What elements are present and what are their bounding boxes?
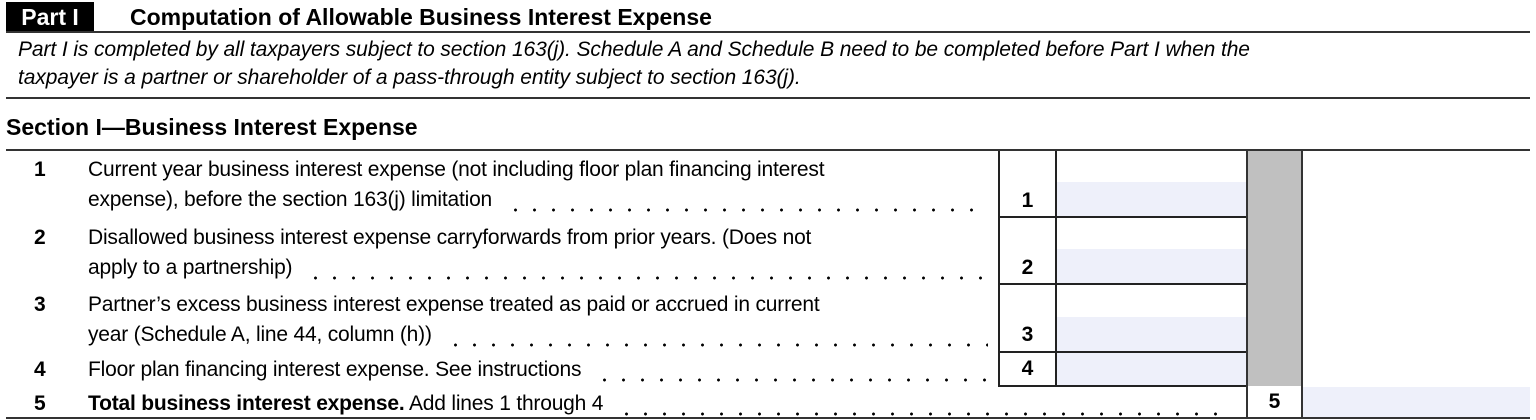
- divider: [6, 31, 1530, 33]
- line-text: year (Schedule A, line 44, column (h)): [88, 320, 988, 350]
- dot-leader: [506, 185, 988, 215]
- dot-leader: [617, 389, 1228, 419]
- dot-leader: [595, 355, 988, 385]
- divider: [6, 97, 1530, 99]
- line-number: 3: [34, 293, 46, 316]
- intro-line-1: Part I is completed by all taxpayers sub…: [18, 38, 1250, 61]
- line-text-main: Current year business interest expense (…: [88, 158, 825, 181]
- line-text: Floor plan financing interest expense. S…: [88, 355, 988, 385]
- line-number: 4: [34, 358, 46, 381]
- line-number: 1: [34, 158, 46, 181]
- line-box-1: 1: [998, 151, 1055, 218]
- divider: [6, 149, 1530, 151]
- line-text: apply to a partnership): [88, 253, 988, 283]
- part-label: Part I: [6, 2, 94, 32]
- line-box-2: 2: [998, 218, 1055, 285]
- dot-leader: [306, 253, 988, 283]
- line-text: Disallowed business interest expense car…: [88, 223, 988, 253]
- line-text-cont: expense), before the section 163(j) limi…: [88, 188, 493, 211]
- amount-field-2[interactable]: [1055, 218, 1246, 285]
- amount-field-4[interactable]: [1055, 353, 1246, 387]
- line-number: 5: [34, 392, 46, 415]
- shaded-cell: [1246, 151, 1303, 386]
- line-text: Total business interest expense. Add lin…: [88, 389, 1228, 419]
- line-text-main: Floor plan financing interest expense. S…: [88, 358, 582, 381]
- line-text: expense), before the section 163(j) limi…: [88, 185, 988, 215]
- line-text-main: Partner’s excess business interest expen…: [88, 293, 820, 316]
- line-box-4: 4: [998, 353, 1055, 387]
- divider: [6, 417, 1530, 419]
- amount-field-1[interactable]: [1055, 151, 1246, 218]
- line-text-cont: apply to a partnership): [88, 256, 293, 279]
- amount-field-3[interactable]: [1055, 285, 1246, 353]
- line-text-main: Add lines 1 through 4: [404, 392, 604, 415]
- intro-line-2: taxpayer is a partner or shareholder of …: [18, 66, 801, 89]
- amount-field-5[interactable]: [1303, 387, 1530, 417]
- dot-leader: [445, 320, 988, 350]
- line-text-cont: year (Schedule A, line 44, column (h)): [88, 323, 432, 346]
- section-heading: Section I—Business Interest Expense: [6, 114, 418, 140]
- line-box-5: 5: [1246, 386, 1303, 418]
- part-title: Computation of Allowable Business Intere…: [130, 4, 712, 30]
- line-text-bold: Total business interest expense.: [88, 392, 405, 415]
- line-text: Current year business interest expense (…: [88, 155, 988, 185]
- line-text: Partner’s excess business interest expen…: [88, 290, 988, 320]
- line-box-3: 3: [998, 285, 1055, 353]
- line-number: 2: [34, 226, 46, 249]
- line-text-main: Disallowed business interest expense car…: [88, 226, 812, 249]
